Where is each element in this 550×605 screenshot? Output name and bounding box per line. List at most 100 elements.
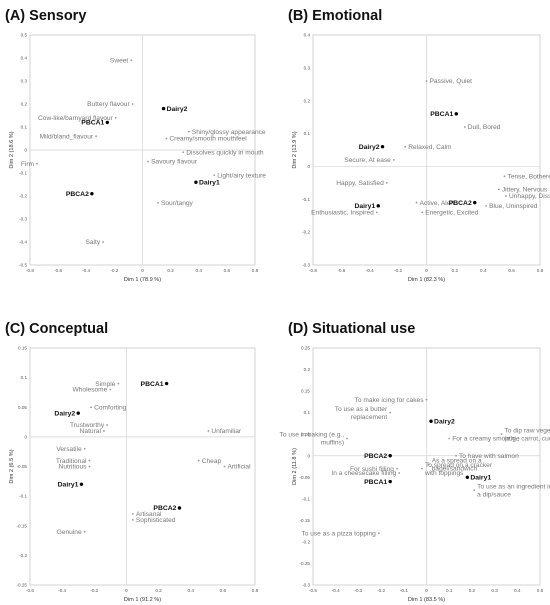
y-tick-label: 0.25 xyxy=(301,346,310,351)
x-tick-label: 0.4 xyxy=(480,268,487,273)
point-marker xyxy=(223,465,226,468)
point-marker xyxy=(429,419,433,423)
point-marker xyxy=(213,174,216,177)
panel-conceptual: (C) Conceptual -0.6 -0.4 -0.2 0 0.2 0.4 0.6 0.8 -… xyxy=(5,321,259,603)
point-marker xyxy=(375,211,378,214)
point-jittery-nervous: Jittery, Nervous xyxy=(497,187,548,194)
point-marker xyxy=(389,411,392,414)
point-to-use-in-baking-e-g-muffins: To use in baking (e.g., muffins) xyxy=(280,432,348,447)
attribute-label: Cheap xyxy=(202,458,222,465)
point-marker xyxy=(114,116,117,119)
attribute-label: To use in baking (e.g., muffins) xyxy=(280,432,345,447)
point-for-sushi-filling: For sushi filling xyxy=(350,466,398,473)
point-marker xyxy=(448,437,451,440)
point-marker xyxy=(95,135,97,138)
point-marker xyxy=(188,130,190,133)
x-tick-label: 0.4 xyxy=(514,588,521,593)
point-marker xyxy=(473,200,477,205)
attribute-label: Genuine xyxy=(57,529,82,536)
point-marker xyxy=(385,181,388,184)
product-label: PBCA2 xyxy=(449,200,472,207)
y-tick-label: 0.5 xyxy=(21,33,28,38)
point-marker xyxy=(421,211,424,214)
point-tense-bothered: Tense, Bothered xyxy=(503,173,550,180)
product-label: PBCA1 xyxy=(81,120,104,127)
x-tick-label: 0.6 xyxy=(224,268,231,273)
point-active-alert: Active, Alert xyxy=(415,200,455,207)
product-label: PBCA1 xyxy=(430,111,453,118)
panel-situational-use: (D) Situational use -0.5 -0.4 -0.3 -0.2 -0.1 0… xyxy=(280,321,550,603)
point-nutritious: Nutritious xyxy=(59,464,91,471)
point-creamy-smooth-mouthfeel: Creamy/smooth mouthfeel xyxy=(165,136,247,143)
point-sweet: Sweet xyxy=(110,58,133,65)
x-tick-label: -0.8 xyxy=(26,268,34,273)
x-tick-label: 0.2 xyxy=(167,268,174,273)
point-trustworthy: Trustworthy xyxy=(70,422,109,429)
point-marker xyxy=(497,188,500,191)
attribute-label: Light/airy texture xyxy=(217,173,266,180)
point-marker xyxy=(388,479,392,484)
point-marker xyxy=(197,459,200,462)
attribute-label: For a creamy smoothie xyxy=(452,436,520,443)
attribute-label: Shiny/glossy appearance xyxy=(192,129,266,136)
point-pbca1: PBCA1 xyxy=(81,120,110,127)
point-marker xyxy=(421,467,423,470)
point-artificial: Artificial xyxy=(223,464,251,471)
product-label: Dairy2 xyxy=(434,418,455,425)
y-axis-label: Dim 2 (6.5 %) xyxy=(9,449,15,483)
point-marker xyxy=(83,530,86,533)
point-comforting: Comforting xyxy=(90,404,127,411)
point-natural: Natural xyxy=(80,428,105,435)
product-label: Dairy1 xyxy=(470,474,491,481)
y-tick-label: 0 xyxy=(307,164,310,169)
x-tick-label: -0.2 xyxy=(110,268,118,273)
attribute-label: Passive, Quiet xyxy=(430,78,473,85)
attribute-label: Creamy/smooth mouthfeel xyxy=(169,136,247,143)
y-tick-label: 0.3 xyxy=(304,65,311,70)
attribute-label: Relaxed, Calm xyxy=(408,144,452,151)
point-marker xyxy=(88,459,91,462)
point-marker xyxy=(79,482,84,486)
point-marker xyxy=(105,120,110,125)
product-label: Dairy2 xyxy=(359,144,380,151)
point-marker xyxy=(380,145,385,149)
y-tick-label: -0.4 xyxy=(19,240,27,245)
x-tick-label: -0.4 xyxy=(332,588,340,593)
x-tick-label: -0.2 xyxy=(90,588,98,593)
y-tick-label: 0.4 xyxy=(304,33,311,38)
attribute-label: In a cheesecake filling xyxy=(331,470,396,477)
point-enthusiastic-inspired: Enthusiastic, Inspired xyxy=(311,210,378,217)
y-tick-label: -0.2 xyxy=(302,230,310,235)
attribute-label: To make icing for cakes xyxy=(355,397,425,404)
point-marker xyxy=(157,202,159,204)
attribute-label: Dissolves quickly in mouth xyxy=(186,150,264,157)
point-marker xyxy=(463,126,466,128)
point-salty: Salty xyxy=(85,239,105,246)
attribute-label: To spread on a cracker with toppings xyxy=(424,462,493,477)
point-to-have-with-salmon: To have with salmon xyxy=(455,453,519,460)
x-tick-label: 0.1 xyxy=(446,588,453,593)
y-tick-label: -0.1 xyxy=(302,197,310,202)
y-axis-label: Dim 2 (13.9 %) xyxy=(292,131,298,168)
x-tick-label: 0.4 xyxy=(188,588,195,593)
point-energetic-excited: Energetic, Excited xyxy=(421,210,479,217)
point-to-make-icing-for-cakes: To make icing for cakes xyxy=(355,397,428,404)
point-dissolves-quickly-in-mouth: Dissolves quickly in mouth xyxy=(182,150,264,157)
attribute-label: Unhappy, Dissatisfied xyxy=(509,193,550,200)
point-light-airy-texture: Light/airy texture xyxy=(213,173,266,180)
y-tick-label: -0.3 xyxy=(302,263,310,268)
point-unfamiliar: Unfamiliar xyxy=(207,428,242,435)
attribute-label: Jittery, Nervous xyxy=(502,187,548,194)
product-label: PBCA2 xyxy=(66,191,89,198)
attribute-label: Unfamiliar xyxy=(211,428,241,435)
point-marker xyxy=(207,430,210,432)
y-tick-label: -0.15 xyxy=(300,518,311,523)
y-tick-label: -0.1 xyxy=(302,496,310,501)
point-marker xyxy=(427,463,430,466)
plot-frame xyxy=(29,347,256,586)
point-versatile: Versatile xyxy=(56,446,86,453)
attribute-label: As a spread on a bagel/sandwich xyxy=(432,458,482,473)
point-marker xyxy=(182,151,185,154)
product-label: PBCA2 xyxy=(364,453,387,460)
y-tick-label: 0 xyxy=(24,434,27,439)
